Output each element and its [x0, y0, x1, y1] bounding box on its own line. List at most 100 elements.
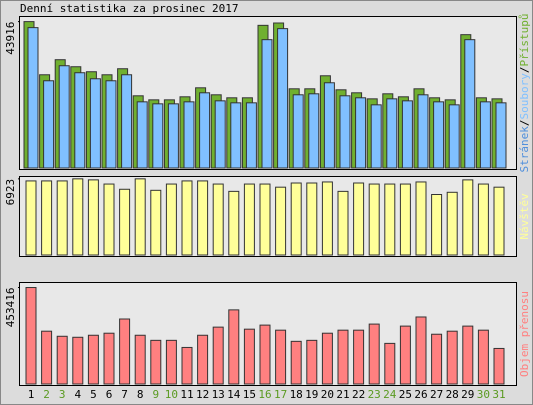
bar — [415, 181, 427, 256]
bar — [41, 330, 53, 385]
legend: Návštěv — [518, 193, 531, 240]
bar — [290, 182, 302, 256]
x-tick-label: 2 — [43, 388, 50, 401]
bar — [72, 336, 84, 385]
x-tick-label: 16 — [258, 388, 271, 401]
x-tick-label: 14 — [227, 388, 241, 401]
bar — [275, 329, 287, 385]
bar — [121, 74, 133, 169]
bar — [462, 179, 474, 256]
bar — [493, 186, 505, 256]
bar — [72, 178, 84, 256]
bar — [134, 178, 146, 256]
bar — [150, 189, 162, 256]
bar — [197, 334, 209, 385]
x-tick-label: 26 — [414, 388, 427, 401]
bar — [87, 179, 99, 256]
bar — [417, 94, 429, 169]
bar — [290, 340, 302, 385]
bar — [25, 287, 37, 385]
x-tick-label: 17 — [274, 388, 287, 401]
x-tick-label: 28 — [446, 388, 459, 401]
bar — [243, 183, 255, 256]
bar — [339, 95, 351, 169]
bar — [134, 334, 146, 385]
x-tick-label: 1 — [28, 388, 35, 401]
legend: Objem přenosu — [518, 291, 531, 377]
legend-entry: Objem přenosu — [518, 291, 531, 377]
bar — [105, 80, 117, 169]
bar — [212, 326, 224, 385]
bar — [43, 80, 55, 169]
bar — [261, 39, 273, 169]
bar — [41, 180, 53, 256]
legend-entry: Přístupů — [518, 14, 531, 67]
bar — [462, 325, 474, 385]
bar — [228, 309, 240, 385]
bar — [103, 332, 115, 385]
bar — [214, 100, 226, 169]
x-tick-label: 31 — [492, 388, 505, 401]
bar — [368, 323, 380, 385]
x-tick-label: 23 — [368, 388, 381, 401]
bar — [337, 190, 349, 256]
bar — [415, 316, 427, 385]
bar — [477, 183, 489, 256]
y-tick-label: 43916 — [4, 22, 17, 55]
bar — [370, 104, 382, 169]
x-tick-label: 20 — [321, 388, 334, 401]
x-tick-label: 29 — [461, 388, 474, 401]
x-tick-label: 15 — [243, 388, 256, 401]
y-tick-label: 453416 — [4, 288, 17, 328]
bar — [165, 339, 177, 385]
x-tick-label: 30 — [477, 388, 490, 401]
bar — [197, 180, 209, 256]
bar — [431, 194, 443, 256]
bar — [306, 182, 318, 256]
bar — [384, 183, 396, 256]
bar — [493, 347, 505, 385]
bar — [167, 103, 179, 169]
bar — [495, 102, 507, 169]
x-tick-label: 6 — [106, 388, 113, 401]
x-tick-label: 11 — [180, 388, 193, 401]
bar — [230, 102, 242, 169]
x-tick-label: 7 — [121, 388, 128, 401]
bar — [199, 92, 211, 169]
bar — [25, 180, 37, 256]
bar — [399, 325, 411, 385]
bar — [183, 101, 195, 169]
bar — [212, 183, 224, 256]
bar — [323, 82, 335, 169]
x-tick-label: 4 — [74, 388, 81, 401]
bar — [103, 183, 115, 256]
bar — [181, 346, 193, 385]
bar — [259, 183, 271, 256]
legend-entry: Stránek — [518, 126, 531, 173]
bar — [337, 329, 349, 385]
chart-title: Denní statistika za prosinec 2017 — [20, 2, 239, 15]
bar — [446, 330, 458, 385]
x-tick-label: 8 — [137, 388, 144, 401]
bar — [292, 94, 304, 169]
bar — [56, 335, 68, 385]
bar — [74, 72, 86, 169]
bar — [245, 102, 257, 169]
bar — [384, 342, 396, 385]
bar — [321, 332, 333, 385]
bar — [479, 101, 491, 169]
bar — [275, 186, 287, 256]
bar — [353, 182, 365, 256]
x-tick-label: 13 — [212, 388, 225, 401]
bar — [56, 180, 68, 256]
x-tick-label: 12 — [196, 388, 209, 401]
x-tick-label: 19 — [305, 388, 318, 401]
bar — [150, 339, 162, 385]
bar — [259, 324, 271, 385]
bar — [58, 65, 70, 169]
bar — [228, 190, 240, 256]
bar — [448, 104, 460, 169]
bar — [446, 191, 458, 256]
legend-separator: / — [518, 119, 531, 126]
